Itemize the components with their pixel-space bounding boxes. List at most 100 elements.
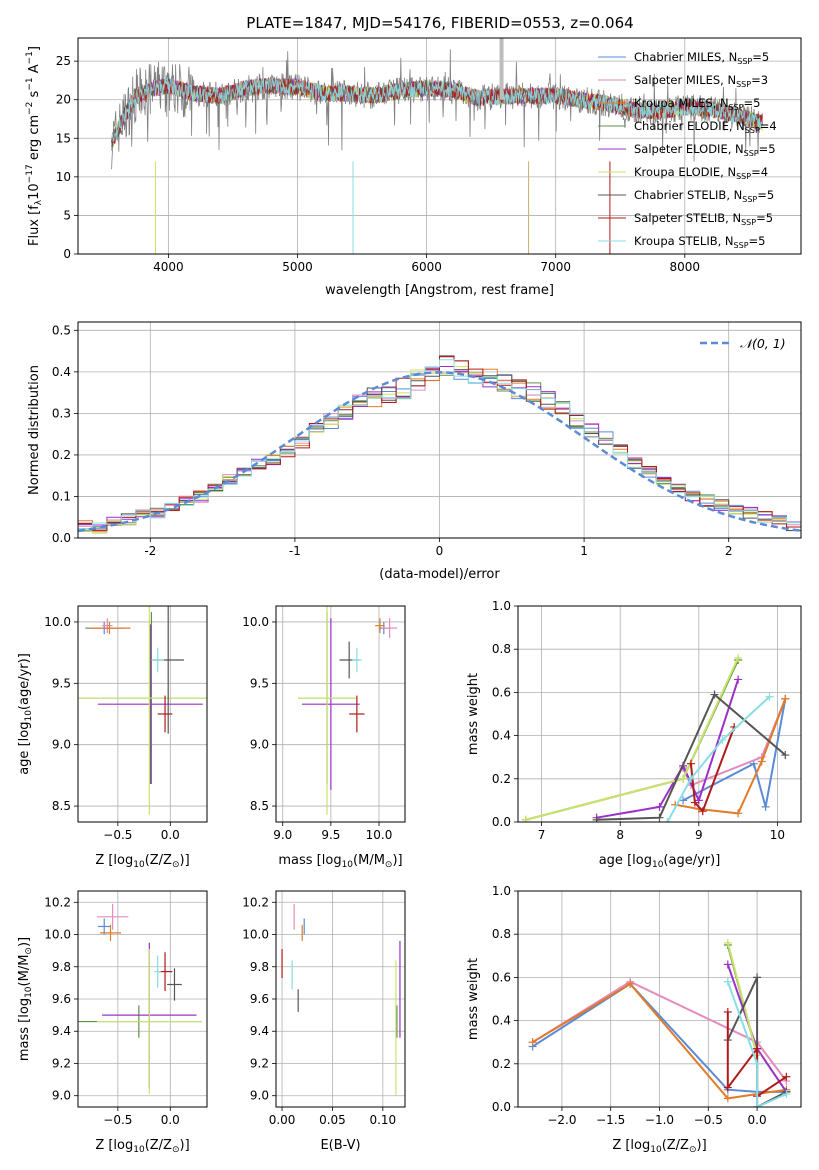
plot-area: [78, 606, 207, 815]
legend-label-text: Salpeter ELODIE, N: [634, 142, 744, 156]
y-tick-label: 9.0: [250, 1089, 269, 1103]
y-tick-label: 9.8: [250, 960, 269, 974]
x-tick-label: -1: [289, 544, 301, 558]
x-axis-label-part: )]: [392, 853, 402, 868]
mass-weight-marker-kroupa_stelib: [782, 1090, 791, 1099]
x-axis-label-part: ⊙: [172, 860, 180, 870]
legend-label-n: =5: [756, 211, 773, 225]
mass-weight-marker-kroupa_elodie: [734, 653, 743, 662]
x-tick-label: -2: [144, 544, 156, 558]
y-tick-label: 10.0: [242, 615, 269, 629]
mass-weight-vs-age-panel: 7 8 9 10 0.0 0.2 0.4 0.6 0.8 1.0 mass weight age [l…: [466, 599, 802, 870]
x-tick-label: 8000: [670, 260, 701, 274]
legend-label-n: =5: [759, 142, 776, 156]
y-tick-label: 9.6: [250, 992, 269, 1006]
x-axis-label-part: Z [log: [95, 1138, 133, 1153]
mass-weight-line-chabrier_stelib: [596, 692, 786, 821]
mass-weight-marker-salpeter_stelib: [753, 1044, 762, 1053]
legend-label-sub: SSP: [734, 241, 749, 250]
legend-label-text: Kroupa MILES, N: [634, 96, 729, 110]
mass-weight-marker-kroupa_miles: [723, 1094, 732, 1103]
legend-label-text: Kroupa STELIB, N: [634, 234, 734, 248]
mass-weight-marker-salpeter_elodie: [723, 960, 732, 969]
y-axis-label: mass weight: [466, 673, 481, 755]
y-axis-label-part: −2: [25, 102, 35, 115]
x-axis-label: E(B-V): [320, 1138, 360, 1153]
y-tick-label: 10.0: [242, 928, 269, 942]
mass-weight-line-chabrier_miles: [682, 698, 787, 808]
y-tick-label: 10.2: [242, 895, 269, 909]
x-tick-label: 8: [616, 828, 624, 842]
mass-vs-metallicity-panel: −0.5 0.09.09.29.49.69.810.010.2Z [log10(Z…: [17, 890, 208, 1155]
mass-weight-marker-salpeter_stelib: [686, 759, 695, 768]
x-axis-label-part: (Z/Z: [145, 1138, 172, 1153]
mass-vs-ebv-panel: 0.00 0.05 0.10 9.0 9.2 9.4 9.6 9.8 10.0 10.2 E(B-V…: [242, 890, 406, 1153]
y-tick-label: 20: [56, 93, 71, 107]
x-tick-label: 0: [436, 544, 444, 558]
y-tick-label: 9.4: [250, 1024, 269, 1038]
y-axis-label-part: −1: [25, 77, 35, 90]
y-tick-label: 9.5: [52, 676, 71, 690]
mass-weight-marker-chabrier_miles: [761, 802, 770, 811]
model-spectrum-kroupa_stelib: [111, 76, 763, 143]
legend-label-n: =5: [744, 96, 761, 110]
y-tick-label: 10.0: [44, 615, 71, 629]
y-tick-label: 0.0: [492, 815, 511, 829]
mass-weight-line-salpeter_stelib: [689, 726, 736, 814]
mass-weight-marker-kroupa_stelib: [663, 818, 672, 822]
x-tick-label: −0.5: [694, 1113, 723, 1127]
mass-weight-marker-kroupa_stelib: [723, 977, 732, 986]
mass-weight-marker-salpeter_elodie: [734, 675, 743, 684]
x-axis-label-part: ⊙: [385, 860, 393, 870]
y-tick-label: 25: [56, 54, 71, 68]
y-tick-label: 9.4: [52, 1024, 71, 1038]
mass-weight-marker-kroupa_miles: [734, 809, 743, 818]
y-axis-label-part: (age/yr)]: [17, 653, 32, 710]
x-axis-label: (data-model)/error: [379, 567, 500, 582]
spectrum-emission-spike: [499, 38, 504, 100]
legend-label-text: Kroupa ELODIE, N: [634, 165, 736, 179]
y-axis-label-part: erg cm: [27, 115, 42, 164]
y-axis-label-part: λ: [34, 199, 44, 205]
y-tick-label: 8.5: [52, 799, 71, 813]
mass-weight-line-kroupa_stelib: [726, 981, 787, 1107]
x-axis-label-part: Z [log: [612, 1138, 650, 1153]
y-axis-label: mass [log10(M/M⊙)]: [17, 937, 34, 1061]
legend-label-n: =3: [751, 73, 768, 87]
x-axis-label-part: (age/yr)]: [663, 853, 720, 868]
plot-area: [298, 606, 398, 815]
normal-distribution-curve: [78, 371, 801, 532]
mass-weight-line-kroupa_elodie: [525, 657, 740, 821]
mass-weight-marker-salpeter_stelib: [723, 1007, 732, 1016]
axes-frame: [77, 37, 802, 255]
age-vs-mass-panel: 9.0 9.5 10.0 8.5 9.0 9.5 10.0 mass [log10(M/M⊙)…: [242, 605, 406, 870]
plot-area: [111, 38, 763, 254]
y-tick-label: 0.6: [492, 970, 511, 984]
x-tick-label: 0.0: [161, 828, 180, 842]
y-tick-label: 0.0: [492, 1100, 511, 1114]
axes-frame: [275, 890, 406, 1108]
x-tick-label: 0.10: [369, 1113, 396, 1127]
mass-weight-marker-kroupa_stelib: [753, 1103, 762, 1107]
y-tick-label: 0.5: [52, 323, 71, 337]
y-tick-label: 0.2: [492, 1057, 511, 1071]
legend-label-n: =5: [752, 50, 769, 64]
y-tick-label: 0.6: [492, 685, 511, 699]
y-tick-label: 10.2: [44, 895, 71, 909]
x-tick-label: 4000: [153, 260, 184, 274]
legend-label-text: Salpeter MILES, N: [634, 73, 736, 87]
legend-label: Salpeter ELODIE, NSSP=5: [634, 142, 776, 158]
y-axis-label-part: 10: [27, 183, 42, 200]
plot-area: [521, 653, 790, 822]
legend-label-n: =5: [749, 234, 766, 248]
legend-label: Kroupa ELODIE, NSSP=4: [634, 165, 768, 181]
y-axis-label-part: mass [log: [17, 998, 32, 1061]
legend-label-sub: SSP: [742, 195, 757, 204]
mass-weight-marker-kroupa_miles: [528, 1038, 537, 1047]
y-axis-label-part: (M/M: [17, 955, 32, 987]
x-axis-label-part: 10: [133, 1145, 145, 1155]
x-axis-label-part: )]: [180, 1138, 190, 1153]
y-tick-label: 9.0: [250, 738, 269, 752]
model-spectrum-salpeter_stelib: [111, 77, 763, 148]
x-tick-label: 9.5: [321, 828, 340, 842]
